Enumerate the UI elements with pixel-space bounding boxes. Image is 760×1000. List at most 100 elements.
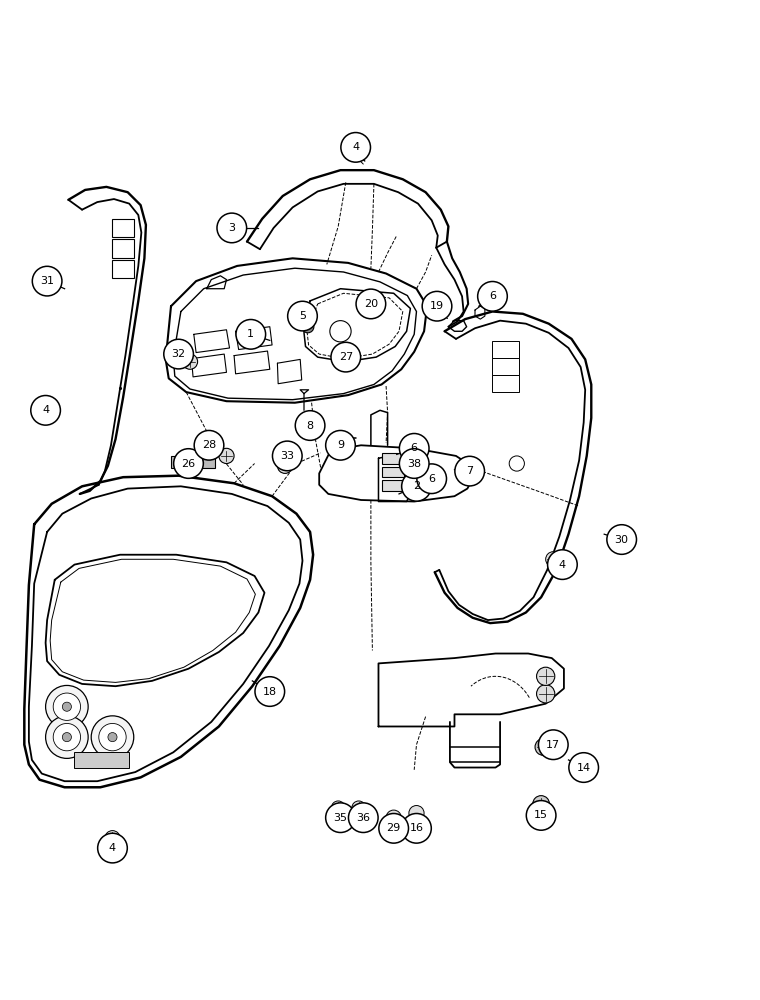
Circle shape <box>409 806 424 821</box>
Bar <box>171 456 215 468</box>
Circle shape <box>46 716 88 758</box>
Circle shape <box>97 833 127 863</box>
Bar <box>382 453 404 464</box>
Bar <box>74 752 129 768</box>
Text: 5: 5 <box>299 311 306 321</box>
Circle shape <box>352 801 366 815</box>
Circle shape <box>53 693 81 720</box>
Text: 36: 36 <box>356 813 370 823</box>
Text: 4: 4 <box>109 843 116 853</box>
Circle shape <box>62 733 71 742</box>
Text: 19: 19 <box>430 301 444 311</box>
Circle shape <box>401 472 432 501</box>
Bar <box>112 219 134 237</box>
Bar <box>492 341 519 358</box>
Circle shape <box>422 291 451 321</box>
Circle shape <box>386 810 401 825</box>
Text: 4: 4 <box>42 405 49 415</box>
Text: 33: 33 <box>280 451 294 461</box>
Text: 32: 32 <box>172 349 185 359</box>
Circle shape <box>568 753 599 782</box>
Circle shape <box>537 685 555 703</box>
Circle shape <box>182 354 198 369</box>
Circle shape <box>164 339 193 369</box>
Circle shape <box>46 685 88 728</box>
Circle shape <box>38 409 53 424</box>
Circle shape <box>195 430 224 460</box>
Circle shape <box>533 796 549 812</box>
Bar <box>112 239 134 258</box>
Text: 20: 20 <box>364 299 378 309</box>
Circle shape <box>546 552 561 567</box>
Circle shape <box>400 434 429 463</box>
Circle shape <box>108 733 117 742</box>
Circle shape <box>105 831 120 846</box>
Bar <box>382 467 404 477</box>
Circle shape <box>255 677 284 706</box>
Text: 29: 29 <box>387 823 401 833</box>
Circle shape <box>400 449 429 478</box>
Text: PRIMUS: PRIMUS <box>182 460 204 464</box>
Circle shape <box>326 430 356 460</box>
Circle shape <box>219 448 234 464</box>
Text: 4: 4 <box>352 142 359 152</box>
Circle shape <box>538 730 568 760</box>
Circle shape <box>287 301 318 331</box>
Text: 15: 15 <box>534 810 548 820</box>
Circle shape <box>326 803 356 832</box>
Circle shape <box>32 266 62 296</box>
Circle shape <box>401 814 432 843</box>
Bar <box>112 260 134 278</box>
Circle shape <box>509 456 524 471</box>
Text: 6: 6 <box>428 474 435 484</box>
Circle shape <box>53 723 81 751</box>
Circle shape <box>295 411 325 440</box>
Circle shape <box>331 801 345 815</box>
Circle shape <box>454 456 485 486</box>
Circle shape <box>547 550 578 579</box>
Text: 30: 30 <box>615 535 629 545</box>
Circle shape <box>330 321 351 342</box>
Text: 8: 8 <box>306 421 314 431</box>
Text: 14: 14 <box>577 763 591 773</box>
Text: 28: 28 <box>202 440 216 450</box>
Circle shape <box>91 716 134 758</box>
Text: 6: 6 <box>410 443 418 453</box>
Text: 6: 6 <box>489 291 496 301</box>
Text: 17: 17 <box>546 740 560 750</box>
Text: 31: 31 <box>40 276 54 286</box>
Circle shape <box>606 525 637 554</box>
Circle shape <box>340 133 371 162</box>
Circle shape <box>378 814 409 843</box>
Text: 35: 35 <box>334 813 347 823</box>
Text: 1: 1 <box>247 329 255 339</box>
Text: 9: 9 <box>337 440 344 450</box>
Circle shape <box>217 213 246 243</box>
Text: 16: 16 <box>410 823 423 833</box>
Bar <box>492 358 519 375</box>
Text: 26: 26 <box>182 459 195 469</box>
Circle shape <box>535 739 552 755</box>
Circle shape <box>331 342 360 372</box>
Bar <box>382 480 404 491</box>
Circle shape <box>30 395 61 425</box>
Circle shape <box>368 299 377 308</box>
Text: 3: 3 <box>228 223 236 233</box>
Circle shape <box>277 458 293 473</box>
Text: 4: 4 <box>559 560 566 570</box>
Text: 38: 38 <box>407 459 421 469</box>
Circle shape <box>526 801 556 830</box>
Circle shape <box>478 282 508 311</box>
Circle shape <box>348 803 378 832</box>
Circle shape <box>537 667 555 685</box>
Bar <box>492 375 519 392</box>
Circle shape <box>416 464 446 494</box>
Circle shape <box>236 320 266 349</box>
Text: 18: 18 <box>263 687 277 697</box>
Circle shape <box>62 702 71 711</box>
Circle shape <box>99 723 126 751</box>
Text: 27: 27 <box>339 352 353 362</box>
Circle shape <box>356 289 385 319</box>
Circle shape <box>173 449 203 478</box>
Circle shape <box>302 321 314 333</box>
